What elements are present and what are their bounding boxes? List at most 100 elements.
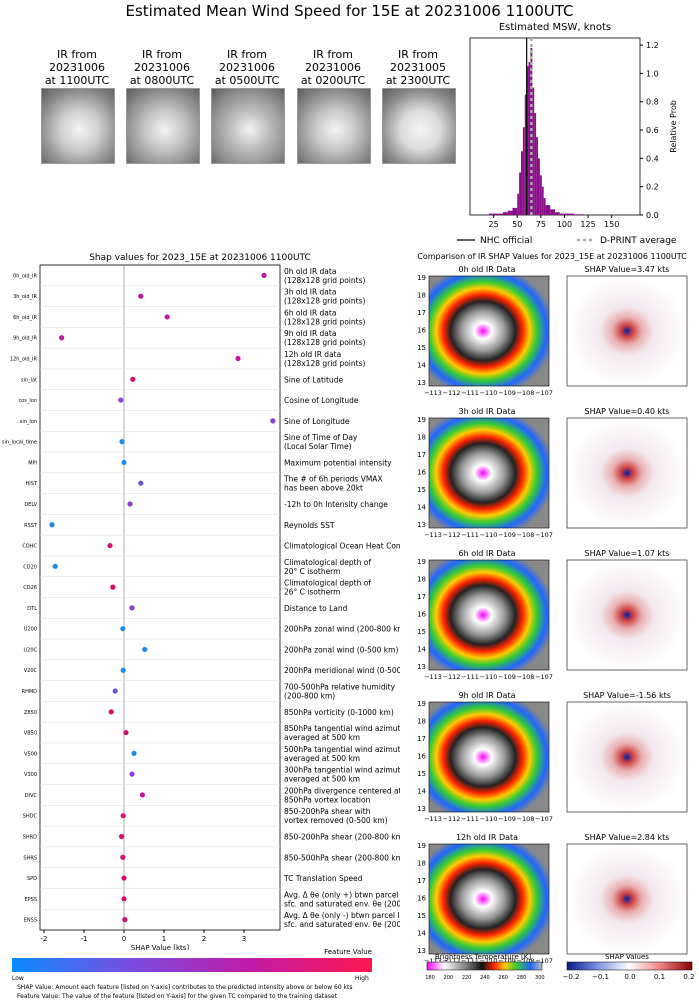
x-axis-label: SHAP Value [kts]	[131, 944, 190, 950]
shap-point	[110, 584, 116, 590]
shap-point	[119, 439, 125, 445]
ir-label-line: 20231006	[134, 61, 190, 74]
feature-description: sfc. and saturated env. θe (200-800 km)	[284, 899, 400, 908]
histogram-bar	[530, 47, 533, 215]
shap-point	[121, 896, 127, 902]
histogram-bar	[517, 193, 520, 215]
ir-thumbnail-label: IR from 20231006 at 0500UTC	[207, 48, 287, 87]
ir-label-line: 20231006	[305, 61, 361, 74]
ir-label-line: IR from	[398, 48, 438, 61]
shap-tick-label: 0.2	[683, 973, 694, 981]
lon-tick-label: −109	[498, 673, 516, 681]
x-tick-label: 100	[557, 220, 572, 229]
ir-label-line: IR from	[227, 48, 267, 61]
shap-panel-title: SHAP Value=1.07 kts	[585, 549, 670, 558]
feature-code-label: DELV	[24, 502, 37, 508]
feature-code-label: EPSS	[24, 897, 37, 903]
lon-tick-label: −110	[480, 389, 498, 397]
shap-tick-label: 0.1	[654, 973, 665, 981]
feature-description: 0h old IR data	[284, 267, 336, 276]
main-title: Estimated Mean Wind Speed for 15E at 202…	[125, 2, 574, 20]
ir-label-line: IR from	[57, 48, 97, 61]
ir-thumbnail-image	[382, 88, 456, 164]
lon-tick-label: −113	[424, 673, 442, 681]
shap-point	[118, 397, 124, 403]
histogram-bar	[578, 214, 584, 215]
shap-tick-label: −0.2	[563, 973, 580, 981]
lat-tick-label: 15	[417, 344, 426, 352]
ir-thumbnail-image	[211, 88, 285, 164]
feature-code-label: Z850	[24, 710, 37, 716]
feature-description: Reynolds SST	[284, 521, 335, 530]
lon-tick-label: −109	[498, 389, 516, 397]
shap-tick-label: 0.0	[624, 973, 635, 981]
lon-tick-label: −111	[461, 673, 479, 681]
feature-description: 850-500hPa shear (200-800 km)	[284, 853, 400, 862]
feature-code-label: cos_lon	[18, 398, 37, 404]
shap-point	[129, 605, 135, 611]
lat-tick-label: 13	[417, 521, 426, 529]
feature-description: 850hPa vortex location	[284, 795, 371, 804]
lat-tick-label: 19	[417, 558, 426, 566]
bt-tick-label: 300	[535, 975, 545, 981]
ir-thumbnail-image	[297, 88, 371, 164]
colorbar-high-label: High	[355, 975, 369, 982]
histogram-bar	[541, 186, 544, 215]
feature-description: 6h old IR data	[284, 308, 336, 317]
ir-thumbnail-image	[126, 88, 200, 164]
lon-tick-label: −111	[461, 531, 479, 539]
x-tick-label: 125	[580, 220, 595, 229]
shap-point	[112, 688, 118, 694]
x-tick-label: -1	[81, 935, 88, 943]
lon-tick-label: −111	[461, 389, 479, 397]
ir-label-line: 20231006	[49, 61, 105, 74]
bt-tick-label: 260	[498, 975, 508, 981]
shap-point	[127, 501, 133, 507]
feature-code-label: SHRD	[23, 834, 37, 840]
shap-point	[123, 729, 129, 736]
ir-thumbnail-label: IR from 20231006 at 0800UTC	[122, 48, 202, 87]
ir-thumbnail-label: IR from 20231006 at 0200UTC	[293, 48, 373, 87]
feature-description: 20° C isotherm	[284, 567, 340, 576]
histogram-bar	[507, 210, 513, 215]
feature-description: (200-800 km)	[284, 692, 335, 701]
lon-tick-label: −113	[424, 815, 442, 823]
ir-panel-title: 9h old IR Data	[458, 691, 515, 700]
feature-description: 3h old IR data	[284, 288, 336, 297]
lat-tick-label: 13	[417, 379, 426, 387]
lat-tick-label: 15	[417, 628, 426, 636]
lon-tick-label: −107	[535, 531, 553, 539]
feature-code-label: 9h_old_IR	[13, 336, 37, 342]
x-tick-label: 50	[512, 220, 522, 229]
feature-code-label: sin_local_time	[2, 440, 37, 446]
feature-description: averaged at 500 km	[284, 733, 360, 742]
feature-code-label: 0h_old_IR	[13, 273, 37, 279]
shap-panel-title: SHAP Value=-1.56 kts	[583, 691, 671, 700]
feature-description: 12h old IR data	[284, 350, 341, 359]
feature-description: Climatological depth of	[284, 558, 371, 567]
histogram-frame	[469, 37, 641, 216]
lat-tick-label: 14	[417, 788, 426, 796]
bt-tick-label: 200	[444, 975, 454, 981]
feature-description: Avg. Δ θe (only +) btwn parcel lifted fr…	[284, 890, 400, 899]
histogram-bar	[538, 158, 540, 215]
feature-description: Cosine of Longitude	[284, 396, 359, 405]
histogram-bar	[573, 214, 579, 215]
lon-tick-label: −110	[480, 531, 498, 539]
x-tick-label: 0	[122, 935, 126, 943]
feature-code-label: CD20	[23, 564, 37, 570]
comparison-row: 0h old IR Data SHAP Value=3.47 kts 19 18 17 1…	[417, 265, 688, 397]
shap-point	[235, 355, 241, 362]
lon-tick-label: −108	[517, 815, 535, 823]
feature-code-label: V500	[24, 751, 37, 757]
shap-point	[131, 750, 137, 756]
lat-tick-label: 14	[417, 646, 426, 654]
shap-point	[270, 418, 276, 424]
y-tick-label: 0.8	[646, 98, 659, 107]
brightness-temp-label: Brightness Temperature [K]	[435, 953, 531, 961]
lat-tick-label: 16	[417, 469, 426, 477]
shap-values-colorbar	[566, 961, 693, 971]
histogram-bar	[564, 213, 570, 215]
lon-tick-label: −109	[498, 815, 516, 823]
feature-description: (128x128 grid points)	[284, 297, 365, 306]
